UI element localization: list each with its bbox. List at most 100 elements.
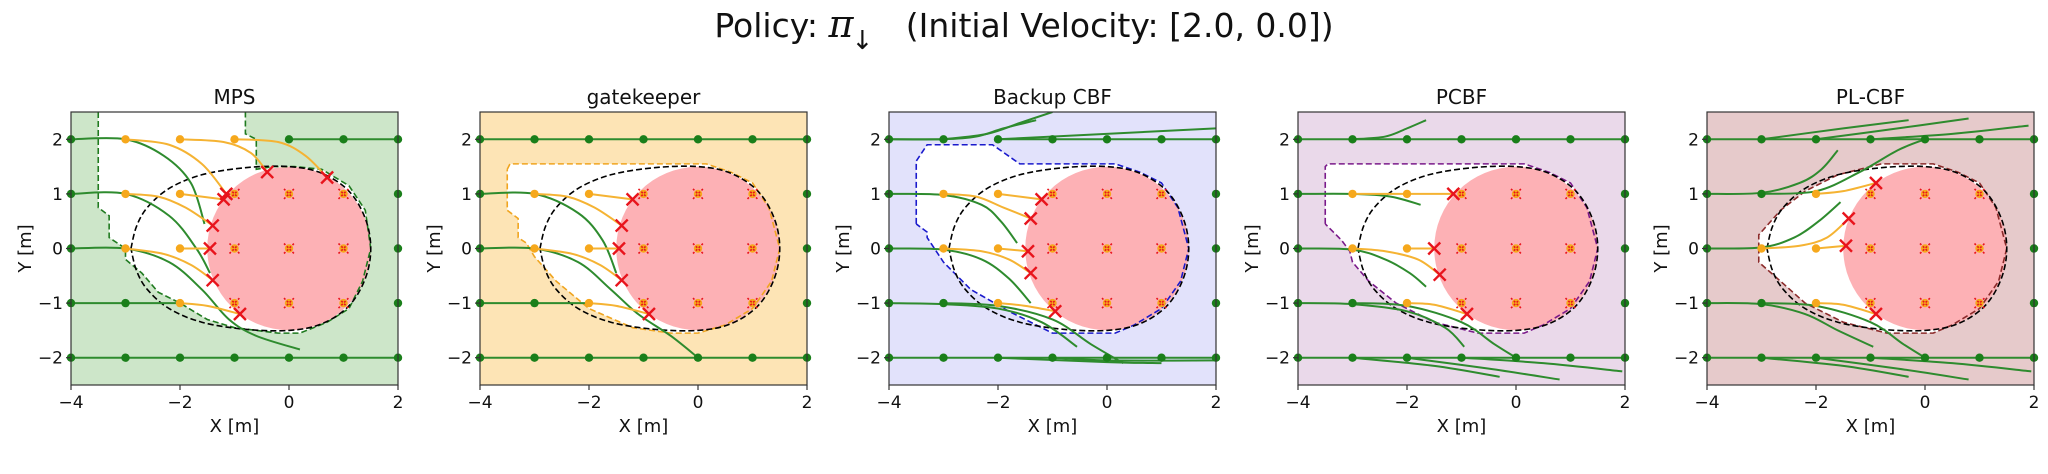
reference-boundary [130,165,372,332]
collision-marker [260,165,275,179]
agent-start-point [1757,135,1766,144]
safety-start-point [584,189,594,199]
y-tick-label: −2 [856,349,881,369]
safety-start-point [230,135,239,144]
inside-start-point [693,189,703,199]
panel-title: PL-CBF [1836,85,1905,109]
panel-title: Backup CBF [993,85,1112,109]
inside-start-point [284,244,294,253]
agent-trajectory [1461,356,1623,373]
safety-trajectory [997,247,1029,253]
x-tick-label: 0 [1102,393,1113,413]
agent-trajectory [480,191,618,274]
x-tick-label: −4 [876,393,901,413]
inside-start-point [1866,298,1875,308]
inside-start-point [1457,244,1466,253]
safety-trajectory [179,138,268,173]
y-tick-label: −1 [856,294,881,314]
y-tick-label: −2 [38,349,63,369]
safety-start-point [175,135,185,144]
safety-trajectory [588,192,633,201]
reference-boundary [1357,165,1599,332]
panel-mps: −4 −2 0 2 −2 −1 0 1 2 X [m] Y [m] MPS [15,85,403,437]
safety-start-point [175,189,185,199]
agent-trajectory [943,112,1053,141]
y-tick-label: −1 [38,294,63,314]
inside-start-point [284,298,294,308]
x-axis-label: X [m] [1437,416,1487,437]
agent-start-point [1975,353,1984,362]
inside-start-point [748,189,757,199]
agent-start-point [993,135,1003,144]
collision-marker [614,273,629,288]
agent-start-point [1457,353,1466,362]
agent-start-point [530,353,539,362]
inside-start-point [693,244,703,253]
y-axis-label: Y [m] [1651,224,1672,273]
inside-start-point [639,244,648,253]
agent-start-point [748,353,757,362]
inside-start-point [639,189,648,199]
x-tick-label: −4 [1285,393,1310,413]
panel-pcbf: −4 −2 0 2 −2 −1 0 1 2 X [m] Y [m] PCBF [1242,85,1630,437]
agent-trajectory [889,302,1078,348]
y-tick-label: 2 [1279,130,1290,150]
agent-start-point [1348,135,1357,144]
agent-start-point [1157,135,1166,144]
collision-marker [203,241,217,256]
inside-start-point [1157,298,1166,308]
inside-start-point [1102,298,1112,308]
safety-trajectory [1815,244,1847,250]
agent-start-point [1102,353,1112,362]
agent-trajectory [1761,119,1909,141]
safety-trajectory [534,247,623,281]
agent-start-point [1920,353,1930,362]
agent-start-point [1866,135,1875,144]
y-tick-label: 1 [461,185,472,205]
agent-start-point [939,353,948,362]
agent-start-point [121,353,130,362]
safe-set-boundary [915,143,1190,334]
y-tick-label: 1 [870,185,881,205]
y-tick-label: 2 [461,130,472,150]
inside-start-point [1048,189,1057,199]
agent-start-point [584,135,594,144]
agent-start-point [693,135,703,144]
inside-start-point [339,244,348,253]
collision-marker [1034,192,1049,207]
agent-trajectory [1298,247,1427,288]
inside-start-point [339,298,348,308]
agent-start-point [1566,353,1575,362]
panel-title: PCBF [1436,85,1487,109]
agent-start-point [175,353,185,362]
panel-title: gatekeeper [587,85,702,109]
agent-start-point [1811,353,1821,362]
agent-trajectory [1352,356,1500,378]
safety-trajectory [534,192,623,227]
inside-start-point [748,244,757,253]
figure-title: Policy: π↓ (Initial Velocity: [2.0, 0.0]… [0,2,2048,56]
x-tick-label: 2 [1620,393,1631,413]
inside-start-point [639,298,648,308]
title-policy-subscript: ↓ [851,26,874,56]
inside-start-point [1048,244,1057,253]
agent-start-point [1811,135,1821,144]
collision-marker [1021,244,1035,259]
y-tick-label: −1 [1674,294,1699,314]
agent-start-point [1511,135,1521,144]
inside-start-point [1920,298,1930,308]
title-policy-symbol: π [828,2,854,46]
safety-trajectory [125,192,214,227]
collision-marker [205,273,220,288]
safety-start-point [121,135,130,144]
panel-gatekeeper: −4 −2 0 2 −2 −1 0 1 2 X [m] Y [m] gatekeeper [424,85,812,437]
x-axis-label: X [m] [1846,416,1896,437]
collision-marker [642,307,656,321]
inside-start-point [1511,298,1521,308]
inside-start-point [284,189,294,199]
agent-trajectory [1815,117,1969,141]
agent-trajectory [943,302,1124,365]
safety-trajectory [125,247,214,281]
safety-trajectory [943,247,1032,274]
safety-start-point [993,298,1003,308]
